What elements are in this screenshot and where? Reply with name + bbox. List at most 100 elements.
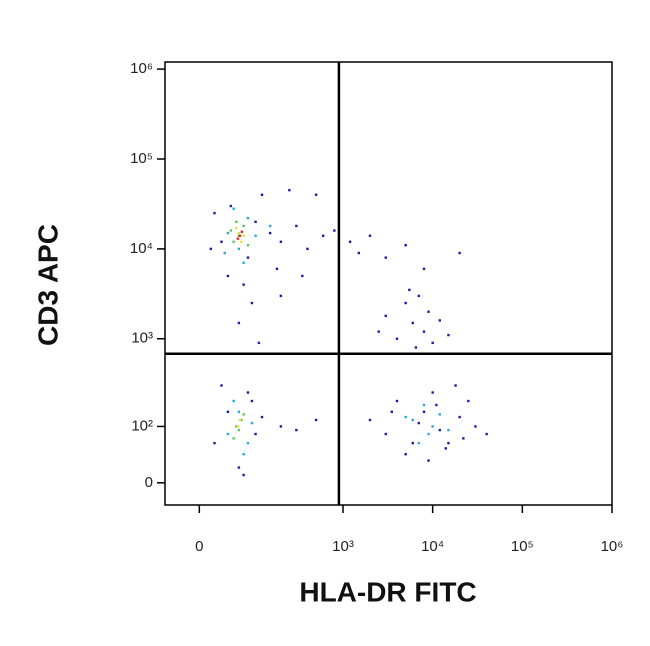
event-dot <box>288 188 291 192</box>
event-dot <box>357 251 360 255</box>
event-dot <box>427 310 430 313</box>
event-dot <box>246 256 250 259</box>
event-dot <box>414 346 418 349</box>
event-dot <box>384 314 387 318</box>
event-dot <box>237 466 241 469</box>
event-dot <box>250 399 254 403</box>
event-dot <box>408 288 411 292</box>
event-dot <box>226 410 230 414</box>
event-dot <box>411 441 414 445</box>
event-dot <box>242 234 245 237</box>
event-dot <box>395 337 399 340</box>
event-dot <box>226 274 230 278</box>
event-dot <box>268 224 272 228</box>
event-dot <box>232 240 235 243</box>
event-dot <box>279 294 283 298</box>
y-tick-label: 10² <box>131 417 153 434</box>
event-dot <box>368 418 372 422</box>
event-dot <box>279 240 283 243</box>
event-dot <box>237 231 241 235</box>
event-dot <box>240 240 243 243</box>
event-dot <box>467 399 470 403</box>
event-dot <box>295 224 298 228</box>
event-dot <box>268 231 272 235</box>
event-dot <box>458 251 461 255</box>
event-dot <box>447 428 450 432</box>
event-dot <box>377 330 380 333</box>
x-axis-title: HLA-DR FITC <box>299 576 476 607</box>
event-dot <box>220 240 223 243</box>
event-dot <box>232 399 235 403</box>
event-dot <box>237 321 241 325</box>
x-tick-label: 10⁴ <box>421 538 444 555</box>
event-dot <box>427 459 430 462</box>
event-dot <box>348 240 352 243</box>
event-dot <box>431 341 434 345</box>
event-dot <box>417 421 420 425</box>
event-dot <box>384 256 387 259</box>
event-dot <box>236 425 240 428</box>
event-dot <box>242 224 245 228</box>
event-dot <box>242 413 245 416</box>
event-dot <box>232 437 235 440</box>
event-dot <box>314 193 318 196</box>
event-dot <box>235 226 238 230</box>
event-dot <box>435 403 438 407</box>
event-dot <box>295 428 298 432</box>
event-dot <box>213 211 216 215</box>
y-tick-label: 10⁵ <box>130 150 153 167</box>
event-dot <box>422 403 426 407</box>
event-dot <box>438 428 441 432</box>
event-dot <box>447 333 450 337</box>
event-dot <box>431 425 434 428</box>
event-dot <box>246 243 250 247</box>
event-dot <box>454 384 457 387</box>
event-dot <box>238 234 242 237</box>
x-tick-label: 10³ <box>332 538 354 555</box>
event-dot <box>275 267 279 271</box>
x-tick-label: 10⁶ <box>601 538 624 555</box>
event-dot <box>223 251 226 255</box>
event-dot <box>254 220 257 224</box>
event-dot <box>390 410 393 414</box>
event-dot <box>333 229 336 232</box>
event-dot <box>220 384 223 387</box>
event-dot <box>404 243 407 247</box>
event-dot <box>235 220 238 224</box>
event-dot <box>242 473 245 477</box>
event-dot <box>404 301 407 305</box>
event-dot <box>306 247 309 251</box>
event-dot <box>246 391 250 394</box>
x-tick-label: 0 <box>195 538 203 555</box>
event-dot <box>422 330 426 333</box>
event-dot <box>236 237 240 240</box>
event-dot <box>301 274 304 278</box>
x-tick-label: 10⁵ <box>511 538 534 555</box>
event-dot <box>226 432 230 436</box>
event-dot <box>229 229 233 232</box>
event-dot <box>237 410 241 414</box>
event-dot <box>229 204 233 208</box>
event-dot <box>427 432 430 436</box>
event-dot <box>250 421 254 425</box>
event-dot <box>368 234 372 237</box>
event-dot <box>438 319 441 322</box>
event-dot <box>404 415 407 419</box>
y-tick-label: 10⁴ <box>130 240 153 257</box>
event-dot <box>246 441 250 445</box>
event-dot <box>279 425 283 428</box>
event-dot <box>209 247 213 251</box>
event-dot <box>242 261 245 265</box>
y-axis-title: CD3 APC <box>32 224 63 346</box>
y-tick-label: 0 <box>145 474 153 491</box>
event-dot <box>395 399 399 403</box>
event-dot <box>417 294 420 298</box>
event-dot <box>260 193 264 196</box>
event-dot <box>314 418 318 422</box>
event-dot <box>238 418 242 422</box>
event-dot <box>260 415 264 419</box>
event-dot <box>321 234 325 237</box>
event-dot <box>422 267 426 271</box>
event-dot <box>411 418 414 422</box>
